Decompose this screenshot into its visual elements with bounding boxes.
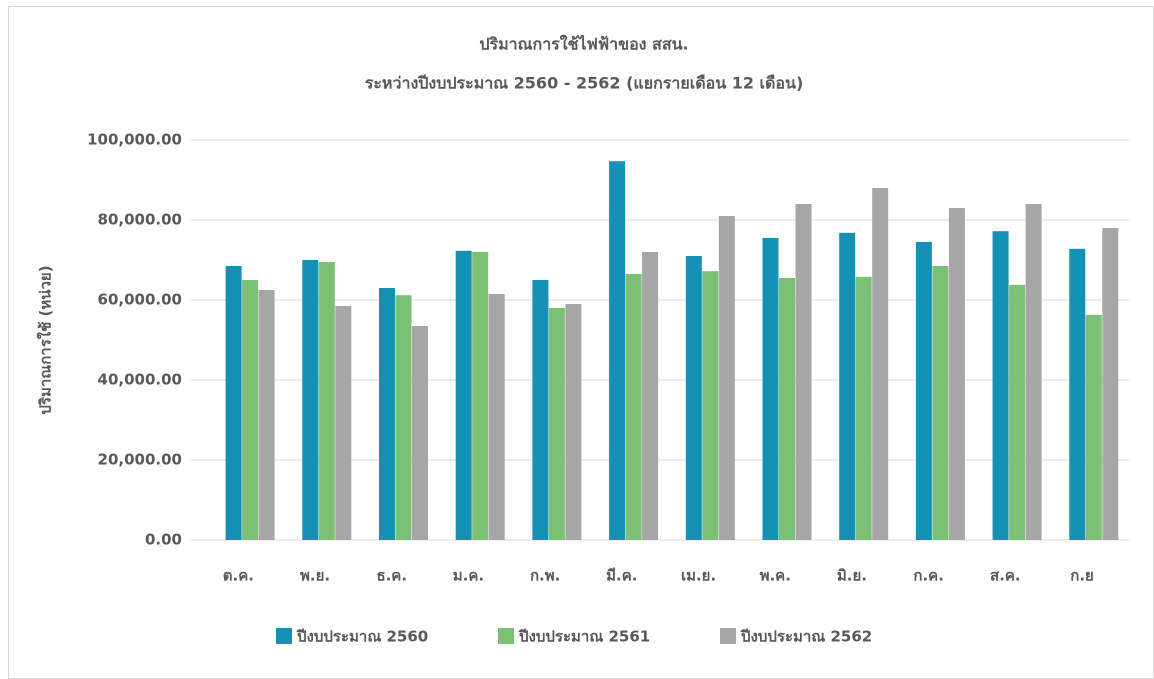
bar: [565, 304, 582, 540]
bar: [948, 208, 965, 540]
bar: [795, 204, 812, 540]
bar: [915, 242, 932, 540]
bar: [258, 290, 275, 540]
bar: [855, 276, 872, 540]
bar: [1009, 284, 1026, 540]
x-tick-label: ก.ค.: [913, 567, 944, 585]
bar: [395, 295, 412, 540]
legend-label: ปีงบประมาณ 2562: [740, 628, 872, 646]
bar: [718, 216, 735, 540]
x-tick-label: มิ.ย.: [837, 567, 867, 585]
bar: [872, 188, 889, 540]
chart-subtitle: ระหว่างปีงบประมาณ 2560 - 2562 (แยกรายเดื…: [365, 74, 804, 93]
legend-swatch: [276, 628, 292, 644]
bar: [548, 308, 565, 540]
bar: [472, 252, 489, 540]
bar: [642, 252, 659, 540]
x-tick-label: พ.ย.: [300, 567, 330, 585]
y-tick-label: 40,000.00: [98, 371, 182, 389]
x-tick-label: พ.ค.: [760, 567, 791, 585]
bar: [302, 260, 319, 540]
legend-swatch: [498, 628, 514, 644]
bar: [1102, 228, 1119, 540]
x-tick-label: ส.ค.: [990, 567, 1021, 585]
bar: [379, 288, 395, 540]
x-tick-label: ก.พ.: [530, 567, 560, 585]
x-tick-label: มี.ค.: [606, 567, 637, 585]
x-tick-label: ต.ค.: [223, 567, 254, 585]
y-tick-label: 0.00: [145, 531, 182, 549]
bar: [242, 280, 259, 540]
bar: [1085, 314, 1102, 540]
x-tick-label: เม.ย.: [681, 567, 716, 585]
bar: [412, 326, 428, 540]
bar: [702, 271, 719, 540]
x-tick-label: ม.ค.: [453, 567, 484, 585]
x-tick-label: ก.ย: [1070, 567, 1094, 585]
legend-swatch: [720, 628, 736, 644]
bar: [335, 306, 352, 540]
legend-label: ปีงบประมาณ 2560: [296, 628, 428, 646]
bar: [225, 266, 242, 540]
bar: [532, 280, 549, 540]
y-tick-label: 20,000.00: [98, 451, 182, 469]
bar: [1069, 248, 1086, 541]
bar: [779, 278, 795, 540]
y-axis-label: ปริมาณการใช้ (หน่วย): [37, 265, 55, 414]
bar: [455, 250, 472, 541]
bar: [932, 266, 949, 540]
bar: [318, 262, 335, 540]
y-tick-label: 80,000.00: [98, 211, 182, 229]
y-tick-label: 100,000.00: [87, 131, 182, 149]
bar: [685, 256, 702, 540]
x-tick-label: ธ.ค.: [376, 567, 407, 585]
bar: [839, 232, 856, 541]
y-tick-label: 60,000.00: [98, 291, 182, 309]
bar: [762, 238, 779, 540]
bar: [992, 231, 1009, 540]
legend-label: ปีงบประมาณ 2561: [518, 628, 650, 646]
bar: [609, 161, 626, 540]
bar: [1025, 204, 1042, 540]
bar: [488, 294, 505, 540]
bar: [625, 274, 642, 540]
chart-title: ปริมาณการใช้ไฟฟ้าของ สสน.: [479, 35, 688, 54]
